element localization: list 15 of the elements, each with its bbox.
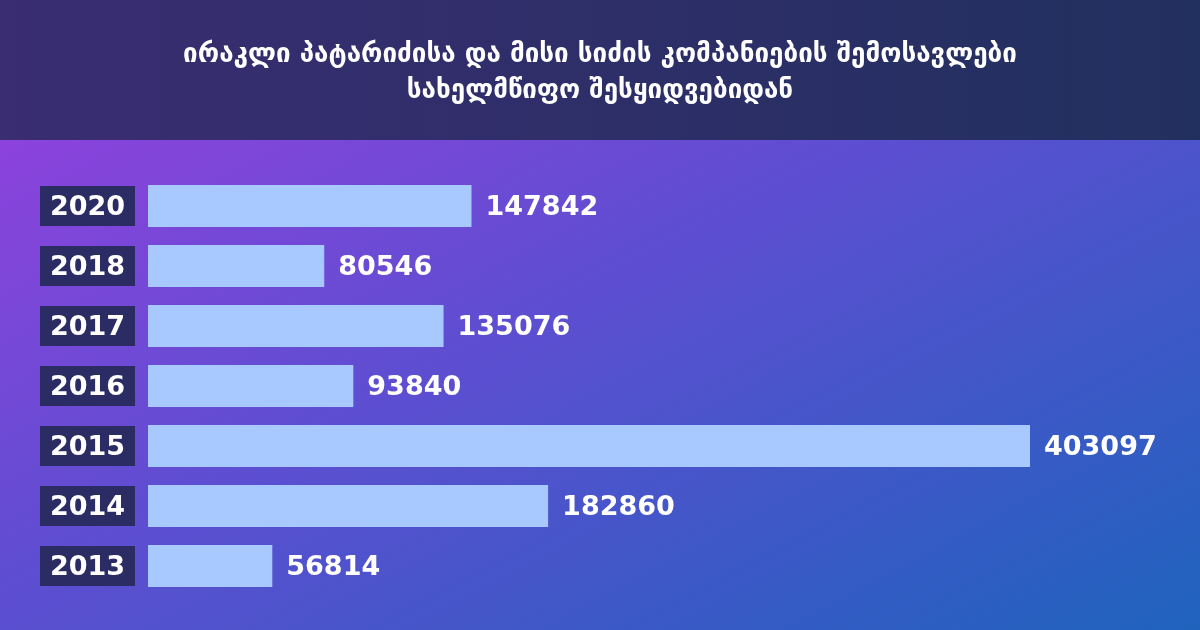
y-tick-label: 2018 [49, 250, 126, 282]
y-tick-label: 2015 [49, 430, 126, 462]
data-label: 403097 [1044, 430, 1157, 462]
data-label: 147842 [485, 190, 599, 222]
data-label: 56814 [286, 550, 381, 582]
y-tick-label: 2020 [49, 190, 126, 222]
data-label: 135076 [457, 310, 571, 342]
y-tick-label: 2017 [49, 310, 126, 342]
data-label: 182860 [562, 490, 675, 522]
y-tick-label: 2016 [49, 370, 126, 402]
y-tick-label: 2014 [49, 490, 126, 522]
data-label: 80546 [338, 250, 433, 282]
y-tick-label: 2013 [49, 550, 126, 582]
chart-title: ირაკლი პატარიძისა და მისი სიძის კომპანიების შემოსავლები სახელმწიფო შესყიდვებიდან [183, 38, 1017, 104]
data-label: 93840 [367, 370, 462, 402]
